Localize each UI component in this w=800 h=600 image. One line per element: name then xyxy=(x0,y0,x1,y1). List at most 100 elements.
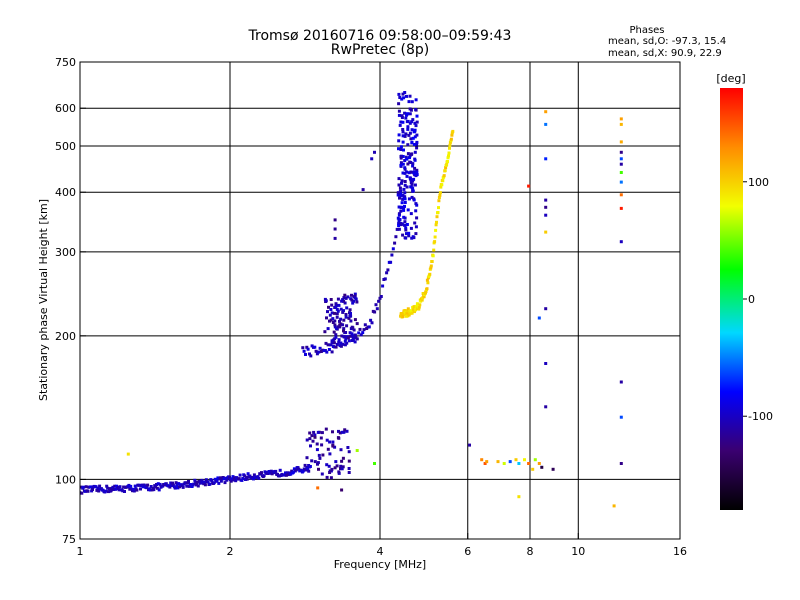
data-point xyxy=(330,467,334,471)
data-point xyxy=(324,427,328,431)
data-point xyxy=(316,461,320,465)
data-point xyxy=(407,100,411,104)
data-point xyxy=(170,484,174,487)
data-point xyxy=(95,488,99,492)
data-point xyxy=(117,488,121,492)
data-point xyxy=(514,458,518,462)
data-point xyxy=(396,191,400,195)
data-point xyxy=(396,193,400,197)
data-point xyxy=(367,325,371,329)
data-point xyxy=(448,146,451,150)
data-point xyxy=(347,316,351,320)
data-point xyxy=(197,480,201,483)
data-point xyxy=(344,337,348,341)
data-point xyxy=(424,289,428,293)
data-point xyxy=(122,485,126,489)
data-point xyxy=(417,305,421,309)
data-point xyxy=(398,186,402,190)
data-point xyxy=(447,154,450,158)
data-point xyxy=(352,328,356,332)
data-point xyxy=(426,281,430,285)
data-point xyxy=(401,134,405,138)
data-point xyxy=(240,478,244,482)
data-point xyxy=(400,97,404,101)
data-point xyxy=(415,168,419,172)
data-point xyxy=(115,484,118,488)
data-point xyxy=(219,479,223,483)
data-point xyxy=(229,479,233,483)
data-point xyxy=(171,481,174,485)
data-point xyxy=(128,487,132,491)
data-point xyxy=(410,182,414,186)
data-point xyxy=(243,474,247,478)
data-point xyxy=(410,120,414,124)
data-point xyxy=(343,335,347,339)
data-point xyxy=(335,312,339,316)
data-point xyxy=(256,475,260,479)
data-point xyxy=(409,181,413,185)
data-point xyxy=(346,295,350,299)
data-point xyxy=(97,489,101,493)
data-point xyxy=(173,486,177,490)
data-point xyxy=(404,236,408,240)
data-point xyxy=(412,236,416,240)
data-point xyxy=(312,430,316,434)
data-point xyxy=(373,310,377,314)
data-point xyxy=(121,489,125,493)
data-point xyxy=(213,477,217,481)
data-point xyxy=(325,438,329,442)
data-point xyxy=(158,482,162,486)
data-point xyxy=(225,478,229,482)
data-point xyxy=(413,183,417,187)
data-point xyxy=(333,227,337,231)
data-point xyxy=(329,476,333,480)
data-point xyxy=(219,476,223,480)
data-point xyxy=(361,188,365,192)
data-point xyxy=(285,471,289,475)
data-point xyxy=(168,485,172,489)
data-point xyxy=(375,307,379,311)
data-point xyxy=(395,227,399,231)
data-point xyxy=(114,487,118,491)
data-point xyxy=(164,482,168,486)
data-point xyxy=(335,342,339,346)
data-point xyxy=(544,230,548,234)
data-point xyxy=(406,143,410,147)
data-point xyxy=(343,301,347,305)
data-point xyxy=(415,133,419,137)
data-point xyxy=(316,430,320,434)
data-point xyxy=(332,341,336,345)
data-point xyxy=(325,463,329,467)
data-point xyxy=(425,287,429,291)
data-point xyxy=(94,485,98,489)
data-point xyxy=(305,438,309,442)
data-point xyxy=(177,482,181,486)
data-point xyxy=(336,309,340,313)
data-point xyxy=(340,299,344,303)
data-point xyxy=(393,241,397,245)
data-point xyxy=(359,333,363,337)
data-point xyxy=(223,481,227,485)
data-point xyxy=(320,472,324,476)
data-point xyxy=(619,206,623,210)
data-point xyxy=(176,486,180,490)
data-point xyxy=(316,486,320,490)
data-point xyxy=(399,120,403,124)
colorbar-ticks: 100 0 -100 xyxy=(743,176,773,423)
data-point xyxy=(413,157,417,161)
data-point xyxy=(402,148,405,152)
data-point xyxy=(333,323,337,327)
data-point xyxy=(399,163,403,167)
data-point xyxy=(397,109,401,113)
data-point xyxy=(331,430,334,434)
data-point xyxy=(231,475,235,479)
data-point xyxy=(414,98,418,102)
data-point xyxy=(89,485,93,489)
data-point xyxy=(318,346,322,350)
data-point xyxy=(237,477,241,481)
data-point xyxy=(284,471,287,475)
data-point xyxy=(413,166,417,170)
data-point xyxy=(411,189,415,193)
data-point xyxy=(192,482,196,486)
